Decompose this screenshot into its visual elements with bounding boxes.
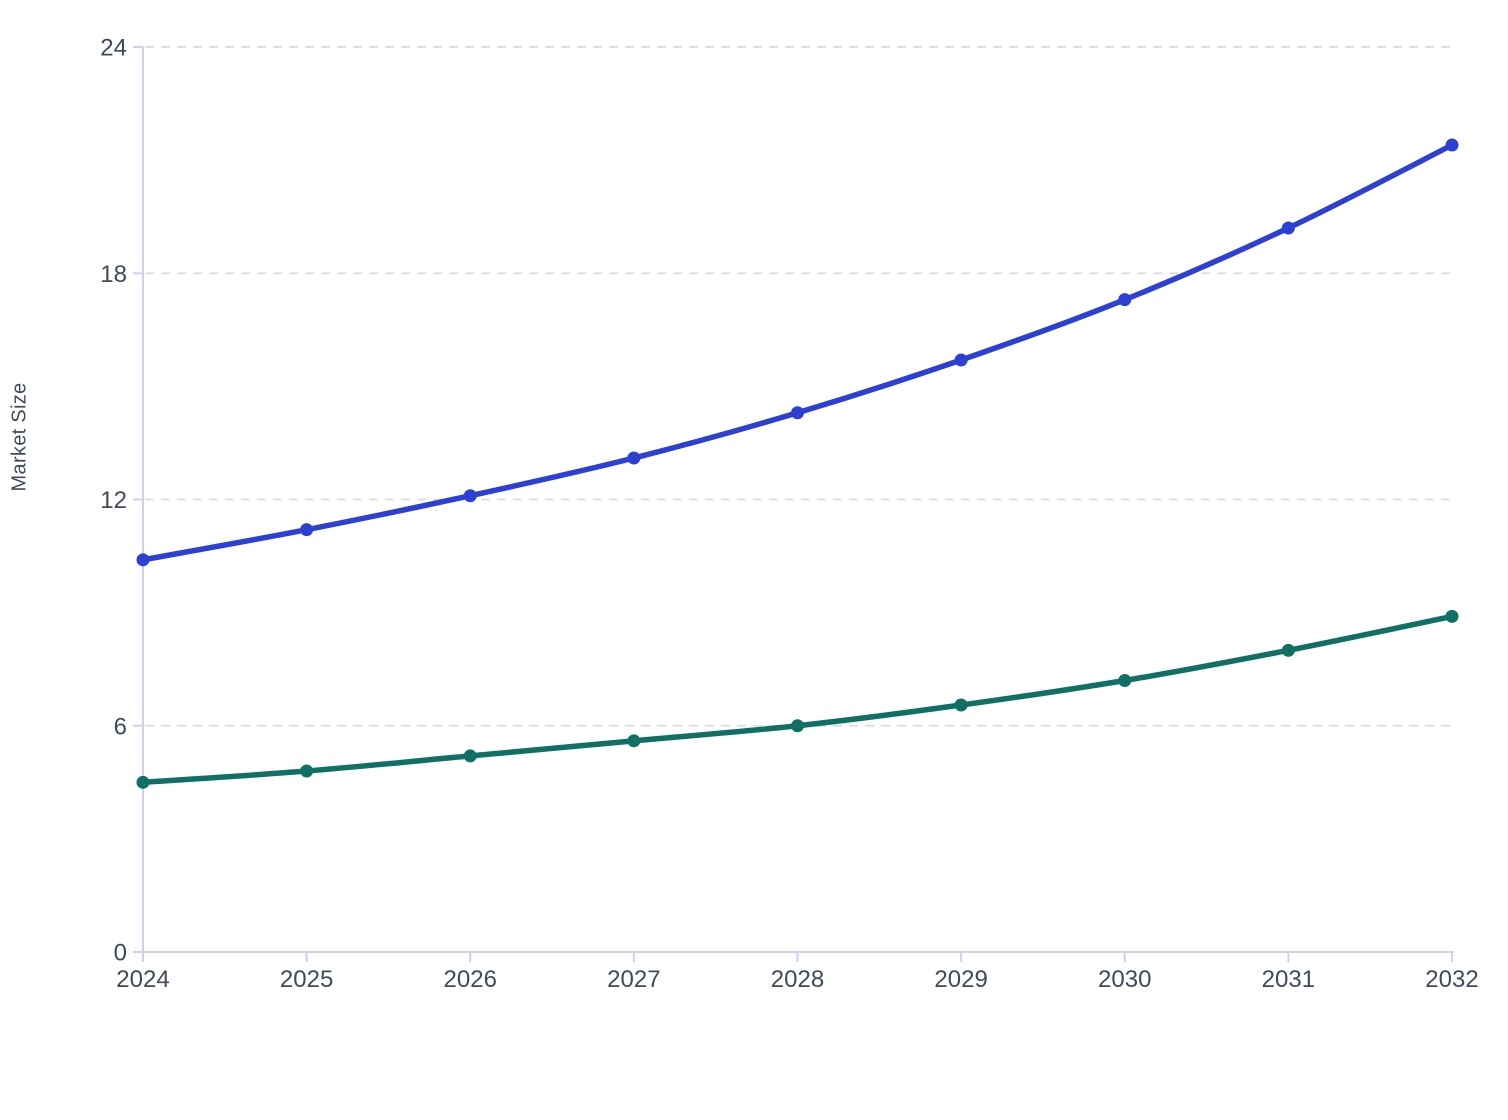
x-tick-label-2031: 2031	[1262, 966, 1315, 993]
data-point-teal-2030	[1118, 674, 1132, 687]
data-point-teal-2031	[1281, 643, 1295, 657]
y-tick-label-24: 24	[100, 35, 127, 62]
x-tick-label-2025: 2025	[280, 966, 333, 993]
data-point-blue-2029	[954, 353, 968, 367]
y-tick-label-0: 0	[114, 940, 127, 967]
data-point-blue-2030	[1118, 293, 1132, 307]
data-point-blue-2028	[791, 406, 804, 420]
data-point-teal-2028	[791, 719, 804, 733]
data-point-blue-2032	[1445, 138, 1459, 152]
y-tick-label-6: 6	[114, 713, 127, 740]
x-tick-label-2027: 2027	[607, 966, 660, 993]
data-point-blue-2024	[136, 553, 150, 567]
data-point-blue-2027	[627, 451, 641, 465]
data-point-teal-2025	[300, 764, 314, 778]
data-point-teal-2032	[1445, 609, 1459, 623]
x-tick-label-2024: 2024	[116, 966, 169, 993]
y-tick-label-12: 12	[100, 487, 127, 514]
x-tick-label-2028: 2028	[771, 966, 824, 993]
series-line-teal	[140, 613, 1455, 786]
data-point-blue-2031	[1281, 221, 1295, 235]
x-tick-label-2029: 2029	[934, 966, 987, 993]
data-point-teal-2029	[954, 698, 968, 712]
y-tick-label-18: 18	[100, 261, 127, 288]
data-point-teal-2026	[463, 749, 477, 763]
data-point-teal-2024	[136, 775, 150, 789]
data-point-teal-2027	[627, 734, 641, 748]
x-tick-label-2030: 2030	[1098, 966, 1151, 993]
y-axis-title: Market Size	[8, 382, 31, 492]
data-point-blue-2026	[463, 489, 477, 503]
x-tick-label-2026: 2026	[444, 966, 497, 993]
data-point-blue-2025	[300, 523, 314, 537]
series-line-blue	[140, 142, 1455, 563]
x-tick-label-2032: 2032	[1425, 966, 1478, 993]
